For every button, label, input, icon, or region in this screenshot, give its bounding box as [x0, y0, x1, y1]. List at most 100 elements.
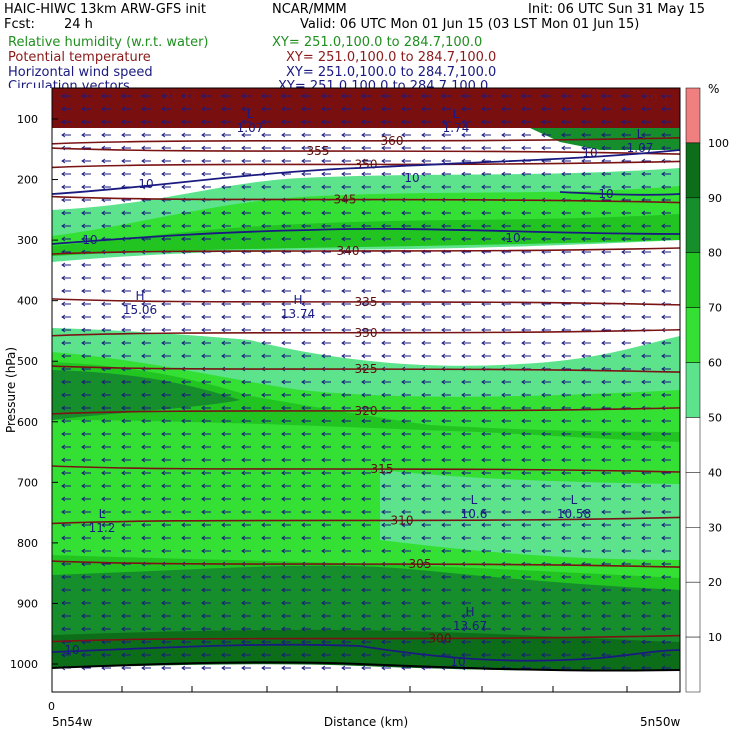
- circulation-vector: [661, 106, 671, 112]
- circulation-vector: [641, 444, 651, 450]
- circulation-vector: [161, 353, 171, 359]
- circulation-vector: [261, 119, 271, 125]
- circulation-vector: [521, 353, 531, 359]
- circulation-vector: [561, 223, 571, 229]
- circulation-vector: [521, 600, 531, 606]
- circulation-vector: [201, 171, 211, 177]
- circulation-vector: [121, 600, 131, 606]
- circulation-vector: [241, 340, 251, 346]
- circulation-vector: [201, 548, 211, 554]
- circulation-vector: [381, 93, 391, 99]
- circulation-vector: [341, 379, 351, 385]
- circulation-vector: [301, 665, 311, 671]
- circulation-vector: [161, 132, 171, 138]
- circulation-vector: [101, 600, 111, 606]
- circulation-vector: [641, 132, 651, 138]
- circulation-vector: [581, 457, 591, 463]
- circulation-vector: [541, 483, 551, 489]
- theta-contour-label: 300: [429, 632, 452, 646]
- circulation-vector: [201, 626, 211, 632]
- circulation-vector: [81, 392, 91, 398]
- extremum-value: 1.74: [443, 121, 470, 135]
- circulation-vector: [141, 145, 151, 151]
- circulation-vector: [261, 431, 271, 437]
- circulation-vector: [621, 431, 631, 437]
- circulation-vector: [561, 509, 571, 515]
- circulation-vector: [361, 418, 371, 424]
- circulation-vector: [621, 223, 631, 229]
- circulation-vector: [461, 275, 471, 281]
- circulation-vector: [661, 652, 671, 658]
- circulation-vector: [361, 184, 371, 190]
- circulation-vector: [201, 158, 211, 164]
- circulation-vector: [61, 444, 71, 450]
- circulation-vector: [241, 288, 251, 294]
- circulation-vector: [661, 626, 671, 632]
- circulation-vector: [621, 457, 631, 463]
- circulation-vector: [221, 158, 231, 164]
- circulation-vector: [121, 132, 131, 138]
- circulation-vector: [141, 158, 151, 164]
- circulation-vector: [541, 522, 551, 528]
- circulation-vector: [421, 522, 431, 528]
- circulation-vector: [621, 275, 631, 281]
- circulation-vector: [341, 158, 351, 164]
- circulation-vector: [161, 106, 171, 112]
- circulation-vector: [381, 613, 391, 619]
- circulation-vector: [281, 145, 291, 151]
- circulation-vector: [121, 301, 131, 307]
- circulation-vector: [241, 457, 251, 463]
- circulation-vector: [301, 353, 311, 359]
- circulation-vector: [361, 119, 371, 125]
- circulation-vector: [441, 275, 451, 281]
- circulation-vector: [501, 236, 511, 242]
- circulation-vector: [561, 496, 571, 502]
- circulation-vector: [501, 418, 511, 424]
- circulation-vector: [641, 145, 651, 151]
- circulation-vector: [381, 574, 391, 580]
- circulation-vector: [101, 496, 111, 502]
- circulation-vector: [401, 353, 411, 359]
- circulation-vector: [281, 457, 291, 463]
- circulation-vector: [441, 509, 451, 515]
- circulation-vector: [341, 418, 351, 424]
- circulation-vector: [581, 236, 591, 242]
- extremum-value: 1.07: [627, 141, 654, 155]
- circulation-vector: [481, 119, 491, 125]
- circulation-vector: [341, 574, 351, 580]
- circulation-vector: [561, 314, 571, 320]
- circulation-vector: [481, 483, 491, 489]
- circulation-vector: [281, 236, 291, 242]
- theta-contour-label: 355: [307, 144, 330, 158]
- circulation-vector: [401, 223, 411, 229]
- circulation-vector: [441, 470, 451, 476]
- circulation-vector: [481, 340, 491, 346]
- circulation-vector: [161, 145, 171, 151]
- circulation-vector: [161, 392, 171, 398]
- org-label: NCAR/MMM: [272, 2, 347, 17]
- circulation-vector: [361, 392, 371, 398]
- circulation-vector: [321, 353, 331, 359]
- circulation-vector: [321, 158, 331, 164]
- circulation-vector: [661, 353, 671, 359]
- circulation-vector: [321, 665, 331, 671]
- circulation-vector: [141, 444, 151, 450]
- circulation-vector: [401, 379, 411, 385]
- circulation-vector: [61, 197, 71, 203]
- circulation-vector: [81, 314, 91, 320]
- circulation-vector: [241, 509, 251, 515]
- circulation-vector: [541, 275, 551, 281]
- circulation-vector: [501, 184, 511, 190]
- circulation-vector: [581, 93, 591, 99]
- circulation-vector: [481, 184, 491, 190]
- circulation-vector: [621, 535, 631, 541]
- circulation-vector: [481, 288, 491, 294]
- circulation-vector: [561, 418, 571, 424]
- circulation-vector: [161, 600, 171, 606]
- circulation-vector: [81, 574, 91, 580]
- circulation-vector: [381, 639, 391, 645]
- circulation-vector: [641, 600, 651, 606]
- circulation-vector: [201, 431, 211, 437]
- circulation-vector: [341, 496, 351, 502]
- circulation-vector: [461, 587, 471, 593]
